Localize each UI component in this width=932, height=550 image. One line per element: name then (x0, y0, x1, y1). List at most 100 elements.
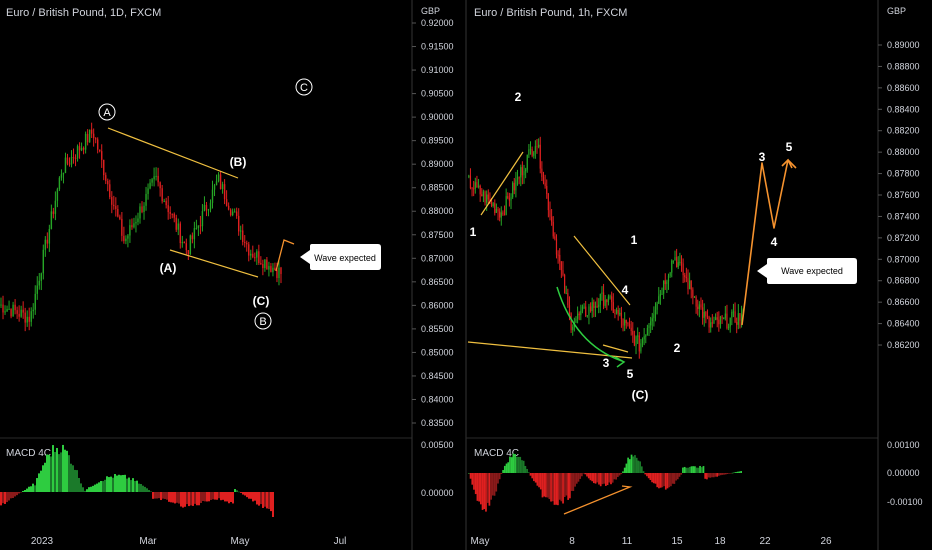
macd-bar (557, 473, 559, 506)
macd-bar (82, 487, 84, 492)
macd-bar (616, 473, 619, 477)
macd-bar (670, 473, 672, 487)
macd-bar (186, 492, 188, 505)
right-chart-title: Euro / British Pound, 1h, FXCM (474, 7, 627, 19)
candle-body (103, 159, 105, 176)
macd-tick-label: 0.00100 (887, 440, 920, 450)
candle-body (471, 188, 473, 190)
candle-body (547, 193, 549, 211)
macd-tick-label: 0.00000 (421, 488, 454, 498)
candle-body (663, 280, 665, 294)
left-channel-upper (107, 127, 239, 179)
candle-body (656, 303, 658, 310)
macd-bar (206, 492, 208, 502)
macd-bar (598, 473, 600, 485)
macd-bar (88, 487, 90, 492)
candle-body (60, 174, 63, 178)
candle-body (16, 310, 18, 314)
candle-body (674, 257, 676, 261)
macd-bar (212, 492, 214, 500)
macd-bar (575, 473, 578, 484)
candle-body (276, 270, 278, 279)
macd-bar (618, 473, 621, 476)
macd-bar (474, 473, 477, 495)
macd-bar (683, 466, 686, 473)
candle-body (682, 263, 684, 276)
macd-bar (164, 492, 166, 499)
candle-body (711, 322, 713, 324)
macd-bar (468, 473, 470, 474)
candle-body (2, 304, 4, 313)
candle-body (658, 296, 660, 304)
macd-bar (226, 492, 228, 502)
macd-bar (52, 445, 54, 492)
macd-bar (2, 492, 4, 504)
macd-bar (740, 471, 742, 473)
right-green-arrowhead (614, 356, 626, 368)
candle-body (173, 213, 175, 218)
macd-bar (521, 460, 523, 473)
candle-body (111, 197, 113, 205)
macd-bar (538, 473, 540, 488)
candle-body (533, 152, 535, 156)
candle-body (702, 307, 704, 318)
candle-body (242, 230, 244, 243)
candle-body (96, 139, 99, 150)
macd-bar (256, 492, 258, 505)
candle-body (139, 206, 141, 219)
candle-body (476, 182, 478, 187)
right-callout-box (757, 258, 857, 284)
macd-bar (232, 492, 234, 504)
time-tick-label: May (471, 536, 490, 547)
time-tick-label: 2023 (31, 536, 54, 547)
left-callout: Wave expected (300, 244, 381, 270)
macd-bar (550, 473, 552, 502)
macd-bar (569, 473, 571, 499)
candle-body (231, 211, 234, 216)
macd-bar (640, 466, 643, 473)
macd-bar (190, 492, 192, 506)
candle-body (149, 182, 151, 189)
macd-bar (534, 473, 537, 483)
macd-bar (490, 473, 492, 500)
macd-bar (48, 454, 50, 492)
wave-4-label-b: 4 (771, 235, 778, 249)
macd-bar (527, 472, 530, 473)
macd-bar (188, 492, 190, 507)
macd-bar (577, 473, 580, 482)
candle-body (56, 189, 59, 201)
macd-bar (130, 480, 132, 492)
candle-body (240, 230, 242, 232)
macd-bar (615, 473, 617, 480)
macd-bar (218, 492, 220, 499)
candle-body (505, 196, 507, 215)
candle-body (528, 149, 530, 155)
macd-bar (634, 455, 636, 473)
candle-body (179, 223, 181, 244)
candle-body (8, 308, 10, 310)
candle-body (490, 200, 493, 207)
candle-body (591, 302, 593, 312)
candle-body (143, 205, 145, 213)
candle-body (99, 149, 101, 152)
macd-bar (658, 473, 660, 489)
macd-bar (627, 457, 629, 473)
macd-bar (644, 473, 647, 475)
time-tick-label: Jul (334, 536, 347, 547)
candle-body (596, 305, 598, 307)
macd-bar (522, 460, 525, 473)
macd-bar (587, 473, 590, 479)
candle-body (617, 309, 619, 315)
macd-bar (216, 492, 218, 500)
candle-body (572, 326, 574, 330)
candle-body (10, 308, 12, 317)
candle-body (578, 313, 580, 316)
price-tick-label: 0.90500 (421, 89, 454, 99)
price-tick-label: 0.87800 (887, 169, 920, 179)
candle-body (86, 133, 89, 143)
macd-bar (723, 473, 725, 475)
macd-bar (74, 469, 76, 492)
candle-body (54, 200, 57, 214)
macd-bar (510, 457, 513, 473)
